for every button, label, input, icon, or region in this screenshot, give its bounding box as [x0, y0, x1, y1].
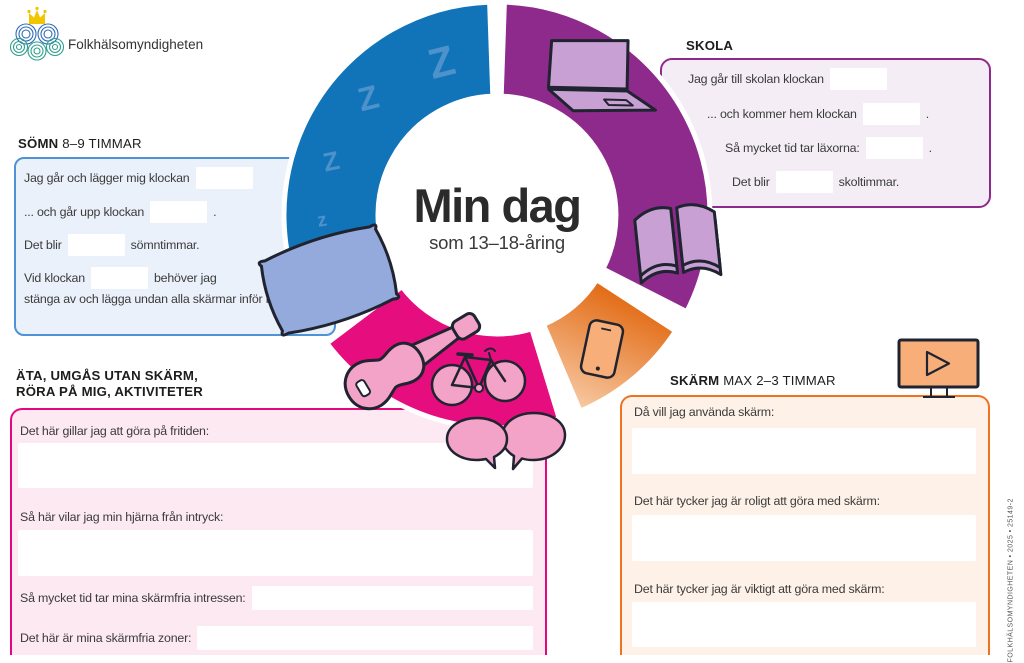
screen-fun-field[interactable]	[632, 515, 976, 561]
ata-section-title: ÄTA, UMGÅS UTAN SKÄRM, RÖRA PÅ MIG, AKTI…	[16, 368, 203, 399]
somn-box: Jag går och lägger mig klockan ... och g…	[14, 157, 336, 336]
screen-when-field[interactable]	[632, 428, 976, 474]
school-line-1: Jag går till skolan klockan	[688, 68, 893, 90]
screens-off-time-blank[interactable]	[90, 267, 148, 289]
crown-icon	[27, 6, 47, 24]
screen-important-field[interactable]	[632, 602, 976, 647]
school-line-3: Så mycket tid tar läxorna: .	[725, 137, 932, 159]
bicycle-icon	[430, 347, 527, 407]
laptop-icon	[546, 39, 657, 113]
folkhalsomyndigheten-logo-icon	[9, 6, 65, 61]
homework-time-blank[interactable]	[865, 137, 923, 159]
logo-rings-blue	[15, 23, 59, 45]
screen-segment	[541, 277, 679, 414]
sleep-line-2: ... och går upp klockan .	[24, 201, 217, 223]
somn-section-title: SÖMN 8–9 TIMMAR	[18, 136, 142, 151]
screenfree-time-line: Så mycket tid tar mina skärmfria intress…	[20, 586, 539, 610]
logo-wordmark: Folkhälsomyndigheten	[68, 37, 204, 52]
smartphone-icon	[579, 319, 625, 379]
screen-fun-label: Det här tycker jag är roligt att göra me…	[634, 494, 880, 508]
screenfree-time-blank[interactable]	[251, 586, 533, 610]
school-home-time-blank[interactable]	[862, 103, 920, 125]
skarm-box: Då vill jag använda skärm: Det här tycke…	[620, 395, 990, 655]
school-line-2: ... och kommer hem klockan .	[707, 103, 929, 125]
skola-box: Jag går till skolan klockan ... och komm…	[660, 58, 991, 208]
freetime-label: Det här gillar jag att göra på fritiden:	[20, 424, 209, 438]
skola-section-title: SKOLA	[686, 38, 734, 53]
bedtime-blank[interactable]	[195, 167, 253, 189]
sleep-line-1: Jag går och lägger mig klockan	[24, 167, 259, 189]
brain-rest-field[interactable]	[18, 530, 533, 576]
footer-imprint: FOLKHÄLSOMYNDIGHETEN • 2025 • 25149-2	[1007, 498, 1015, 663]
screenfree-zones-blank[interactable]	[197, 626, 533, 650]
brain-rest-label: Så här vilar jag min hjärna från intryck…	[20, 510, 224, 524]
screen-when-label: Då vill jag använda skärm:	[634, 405, 775, 419]
sleep-line-4-cont: stänga av och lägga undan alla skärmar i…	[24, 292, 303, 306]
page-title: Min dag	[413, 179, 582, 232]
page-subtitle: som 13–18-åring	[429, 232, 565, 254]
school-leave-time-blank[interactable]	[829, 68, 887, 90]
svg-text:Z: Z	[354, 77, 383, 118]
skarm-section-title: SKÄRM MAX 2–3 TIMMAR	[670, 373, 836, 388]
tv-icon	[897, 338, 980, 398]
logo-rings-teal	[9, 37, 65, 61]
sleep-hours-blank[interactable]	[67, 234, 125, 256]
screen-important-label: Det här tycker jag är viktigt att göra m…	[634, 582, 885, 596]
sleep-line-3: Det blir sömntimmar.	[24, 234, 200, 256]
freetime-field[interactable]	[18, 443, 533, 488]
wakeup-time-blank[interactable]	[150, 201, 208, 223]
sleep-line-4: Vid klockan behöver jag	[24, 267, 217, 289]
book-icon	[633, 203, 723, 285]
guitar-icon	[343, 312, 482, 411]
school-line-4: Det blir skoltimmar.	[732, 171, 899, 193]
donut-center-text: Min dag som 13–18-åring	[378, 181, 616, 254]
school-hours-blank[interactable]	[775, 171, 833, 193]
ata-box: Det här gillar jag att göra på fritiden:…	[10, 408, 547, 655]
screenfree-zones-line: Det här är mina skärmfria zoner:	[20, 626, 539, 650]
svg-text:Z: Z	[423, 36, 459, 88]
activity-segment	[324, 284, 562, 431]
